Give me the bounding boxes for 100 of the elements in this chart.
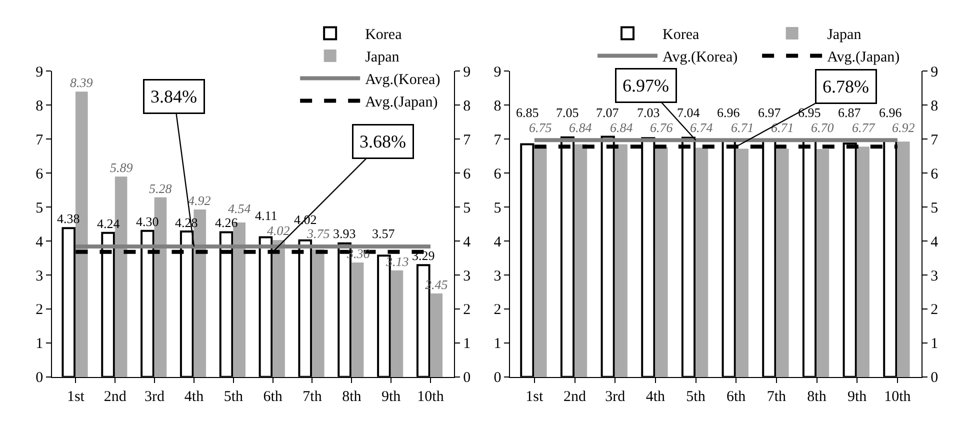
- y2-tick-label: 7: [463, 132, 472, 148]
- y-tick-label: 3: [36, 268, 44, 284]
- x-tick-label: 2nd: [104, 388, 127, 405]
- y-tick-label: 9: [36, 64, 44, 80]
- legend-label: Avg.(Japan): [827, 50, 900, 66]
- data-label: 6.95: [798, 105, 821, 120]
- x-tick-label: 1st: [66, 388, 86, 405]
- y-tick-label: 4: [494, 234, 502, 250]
- bar: [272, 240, 285, 377]
- x-tick-label: 7th: [766, 388, 787, 405]
- bar: [390, 270, 404, 377]
- data-label: 4.30: [136, 214, 159, 229]
- y2-tick-label: 1: [463, 336, 471, 352]
- x-tick-label: 3rd: [144, 388, 166, 405]
- x-tick-label: 9th: [381, 388, 402, 405]
- x-tick-label: 7th: [302, 388, 322, 405]
- y2-tick-label: 0: [930, 370, 938, 386]
- data-label: 3.93: [333, 226, 356, 241]
- y2-tick-label: 0: [463, 370, 471, 386]
- data-label: 4.92: [188, 193, 212, 208]
- y-tick-label: 6: [494, 166, 502, 182]
- data-label: 6.85: [516, 105, 539, 120]
- y2-tick-label: 6: [930, 166, 939, 182]
- y-tick-label: 9: [494, 64, 502, 80]
- y-tick-label: 0: [494, 370, 502, 386]
- data-label: 4.54: [228, 201, 252, 216]
- x-tick-label: 4th: [184, 388, 204, 405]
- data-label: 6.77: [852, 120, 876, 135]
- x-tick-label: 6th: [263, 388, 283, 405]
- annotation: 6.78%: [822, 76, 869, 96]
- x-tick-label: 10th: [884, 388, 912, 405]
- x-tick-label: 10th: [417, 388, 444, 405]
- legend-label: Japan: [365, 50, 400, 66]
- x-tick-label: 2nd: [564, 388, 587, 405]
- data-label: 7.07: [596, 105, 620, 120]
- y-tick-label: 1: [36, 336, 44, 352]
- x-tick-label: 8th: [342, 388, 362, 405]
- data-label: 6.96: [717, 105, 740, 120]
- data-label: 7.03: [637, 105, 660, 120]
- y-tick-label: 6: [36, 166, 44, 182]
- x-tick-label: 6th: [726, 388, 746, 405]
- y2-tick-label: 9: [930, 64, 938, 80]
- y-tick-label: 7: [36, 132, 44, 148]
- y2-tick-label: 9: [463, 64, 471, 80]
- data-label: 7.04: [677, 105, 700, 120]
- data-label: 4.02: [267, 223, 290, 238]
- legend-label: Korea: [365, 27, 402, 44]
- y2-tick-label: 4: [930, 234, 939, 250]
- legend-label: Avg.(Japan): [365, 94, 438, 111]
- y2-tick-label: 8: [930, 98, 938, 114]
- data-label: 5.89: [110, 160, 134, 175]
- x-tick-label: 5th: [224, 388, 244, 405]
- legend-label: Avg.(Korea): [662, 50, 738, 66]
- y-tick-label: 5: [36, 200, 44, 216]
- x-tick-label: 3rd: [605, 388, 626, 405]
- data-label: 6.97: [758, 105, 782, 120]
- data-label: 6.84: [610, 120, 634, 135]
- y-tick-label: 2: [494, 302, 502, 318]
- y-tick-label: 4: [36, 234, 44, 250]
- y-tick-label: 2: [36, 302, 44, 318]
- data-label: 6.75: [529, 120, 552, 135]
- data-label: 4.11: [255, 208, 278, 223]
- annotation: 3.68%: [360, 132, 406, 152]
- x-tick-label: 9th: [848, 388, 868, 405]
- x-tick-label: 4th: [646, 388, 666, 405]
- y-tick-label: 5: [494, 200, 502, 216]
- data-label: 4.24: [97, 216, 120, 231]
- y-tick-label: 7: [494, 132, 502, 148]
- y2-tick-label: 5: [463, 200, 471, 216]
- y2-tick-label: 3: [930, 268, 938, 284]
- legend-label: Korea: [662, 27, 700, 44]
- data-label: 6.74: [690, 120, 714, 135]
- data-label: 3.75: [306, 226, 330, 241]
- y2-tick-label: 8: [463, 98, 471, 114]
- y-tick-label: 1: [494, 336, 502, 352]
- y2-tick-label: 6: [463, 166, 472, 182]
- data-label: 3.57: [372, 226, 396, 241]
- data-label: 4.26: [215, 215, 238, 230]
- annotation: 3.84%: [150, 86, 197, 106]
- data-label: 6.92: [892, 120, 916, 135]
- x-tick-label: 5th: [686, 388, 706, 405]
- y2-tick-label: 2: [463, 302, 471, 318]
- legend-label: Japan: [827, 27, 862, 44]
- data-label: 6.71: [731, 120, 754, 135]
- data-label: 8.39: [70, 75, 94, 90]
- data-label: 6.70: [811, 120, 834, 135]
- data-label: 4.38: [57, 211, 80, 226]
- y-tick-label: 3: [494, 268, 502, 284]
- x-tick-label: 1st: [526, 388, 544, 405]
- bar: [312, 249, 324, 377]
- data-label: 7.05: [556, 105, 579, 120]
- annotation: 6.97%: [622, 76, 669, 96]
- y2-tick-label: 1: [930, 336, 938, 352]
- y-tick-label: 8: [36, 98, 44, 114]
- y-tick-label: 0: [36, 370, 44, 386]
- y-tick-label: 8: [494, 98, 502, 114]
- y2-tick-label: 3: [463, 268, 471, 284]
- x-tick-label: 8th: [807, 388, 827, 405]
- bar: [430, 293, 443, 377]
- y2-tick-label: 7: [930, 132, 939, 148]
